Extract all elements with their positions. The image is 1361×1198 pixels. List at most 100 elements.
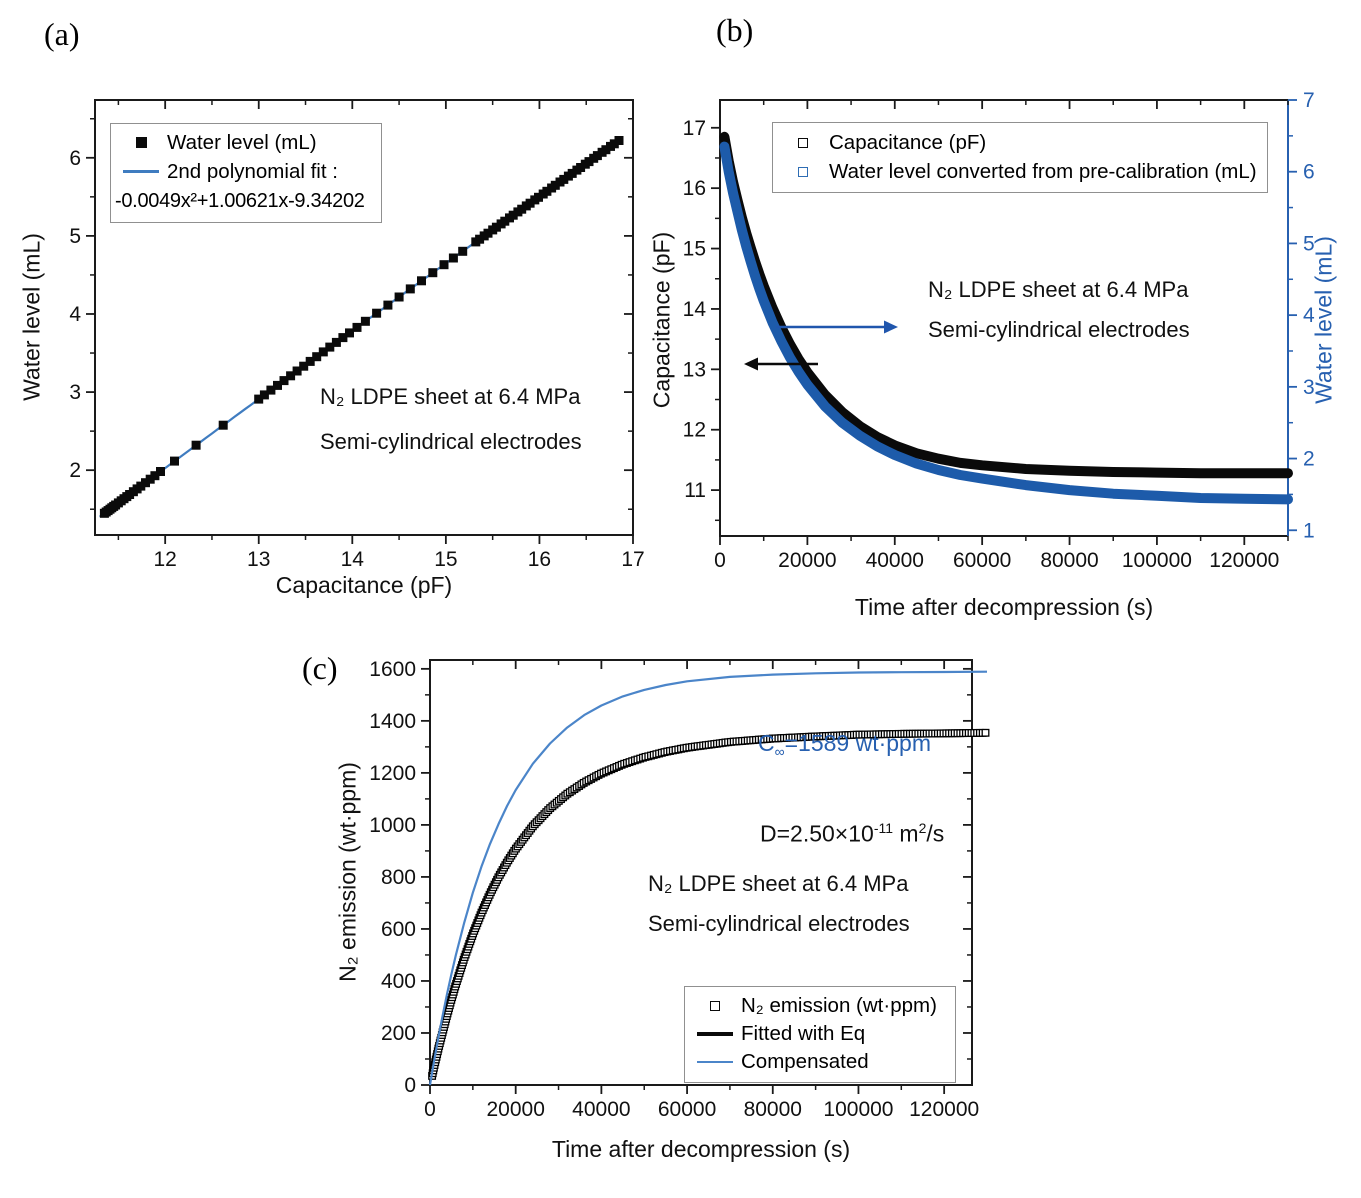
data-square — [218, 420, 228, 430]
legend-label: Water level (mL) — [167, 130, 317, 154]
legend-label: Compensated — [741, 1050, 869, 1073]
data-square — [305, 356, 315, 366]
y-tick-label: 1600 — [369, 658, 416, 681]
data-square — [299, 361, 309, 371]
panel-a-plot: 12 13 14 15 16 17 2 3 4 5 6 — [69, 99, 645, 571]
y-tick-label: 2 — [69, 459, 81, 482]
data-square — [352, 322, 362, 332]
panel-c-label: (c) — [302, 650, 338, 686]
panel-a-legend: Water level (mL) 2nd polynomial fit : -0… — [110, 123, 382, 223]
data-square — [517, 204, 527, 214]
data-square — [318, 347, 328, 357]
x-tick-label: 14 — [341, 548, 365, 571]
data-square — [156, 467, 165, 476]
y-tick-label: 16 — [683, 177, 706, 200]
y-tick-label: 3 — [69, 381, 81, 404]
data-square — [483, 228, 493, 238]
y-tick-label: 5 — [69, 225, 81, 248]
open-square-marker-icon — [798, 166, 808, 177]
y-tick-label: 6 — [69, 147, 81, 170]
data-square — [584, 157, 594, 167]
data-square — [141, 478, 150, 488]
data-square — [592, 151, 602, 161]
panel-b-plot: 0 20000 40000 60000 80000 100000 1200001112131… — [683, 89, 1315, 572]
fitted-line-marker-icon — [697, 1032, 733, 1036]
data-square — [614, 136, 624, 145]
y-tick-label: 14 — [683, 298, 707, 321]
right-y-tick-label: 7 — [1303, 89, 1315, 112]
legend-label: Water level converted from pre-calibrati… — [829, 159, 1257, 183]
data-square — [550, 180, 560, 190]
data-square — [609, 139, 619, 149]
data-square — [345, 328, 354, 338]
legend-row: Compensated — [689, 1048, 951, 1076]
data-square — [525, 198, 535, 208]
data-square — [136, 481, 146, 491]
data-square — [372, 308, 382, 318]
panel-b-conditions-annotation: N₂ LDPE sheet at 6.4 MPa Semi-cylindrica… — [928, 277, 1190, 342]
data-square — [279, 376, 289, 386]
y-tick-label: 600 — [381, 918, 416, 941]
panel-b-left-y-axis-title: Capacitance (pF) — [648, 231, 675, 409]
x-tick-label: 17 — [621, 548, 644, 571]
data-square — [542, 186, 552, 196]
x-tick-label: 13 — [247, 548, 270, 571]
y-tick-label: 1200 — [369, 762, 416, 785]
x-tick-label: 20000 — [486, 1098, 544, 1121]
x-tick-label: 15 — [434, 548, 457, 571]
legend-row: Capacitance (pF) — [777, 128, 1263, 157]
x-tick-label: 20000 — [778, 549, 836, 572]
x-tick-label: 0 — [714, 549, 726, 572]
data-square — [292, 366, 302, 376]
fit-equation: -0.0049x²+1.00621x-9.34202 — [115, 189, 365, 212]
data-square — [567, 168, 577, 178]
panel-b-right-y-axis-title: Water level (mL) — [1310, 236, 1337, 404]
data-square — [150, 471, 160, 481]
data-square — [394, 292, 404, 302]
data-square — [405, 284, 415, 294]
x-tick-label: 80000 — [744, 1098, 802, 1121]
series-band — [719, 141, 1293, 505]
panel-b-legend: Capacitance (pF) Water level converted f… — [772, 122, 1268, 193]
legend-label: Fitted with Eq — [741, 1022, 866, 1045]
data-square — [273, 380, 282, 390]
legend-label: Capacitance (pF) — [829, 130, 987, 154]
plot-frame — [719, 99, 1288, 537]
data-square — [254, 394, 264, 404]
data-square — [601, 145, 611, 155]
data-square — [360, 316, 370, 326]
data-square — [448, 253, 458, 263]
series-line — [428, 670, 988, 1086]
data-square — [508, 210, 518, 220]
left-axis-arrow-icon — [744, 357, 758, 371]
x-tick-label: 120000 — [909, 1098, 979, 1121]
data-square — [500, 216, 510, 226]
right-y-tick-label: 4 — [1303, 304, 1315, 327]
x-tick-label: 60000 — [953, 549, 1011, 572]
y-tick-label: 13 — [683, 358, 706, 381]
y-tick-label: 17 — [683, 117, 706, 140]
data-square — [428, 268, 438, 278]
x-tick-label: 60000 — [658, 1098, 716, 1121]
panel-c-legend: N₂ emission (wt·ppm) Fitted with Eq Comp… — [684, 986, 956, 1083]
legend-row: Water level (mL) — [115, 128, 377, 157]
data-square — [312, 352, 322, 362]
legend-label: N₂ emission (wt·ppm) — [741, 994, 937, 1017]
x-tick-label: 12 — [153, 548, 176, 571]
data-square — [475, 234, 485, 244]
legend-row: 2nd polynomial fit : — [115, 157, 377, 186]
right-y-tick-label: 1 — [1303, 519, 1315, 542]
panel-c-plot: 0 20000 40000 60000 80000 100000 120000 0 200 400… — [369, 658, 990, 1121]
y-tick-label: 200 — [381, 1022, 416, 1045]
data-square — [458, 246, 468, 256]
data-square — [534, 192, 543, 202]
diffusivity-annotation: D=2.50×10-11 m2/s — [760, 820, 945, 847]
x-tick-label: 100000 — [823, 1098, 893, 1121]
right-axis-arrow-icon — [884, 320, 898, 334]
filled-square-marker-icon — [135, 137, 147, 148]
compensated-line-marker-icon — [697, 1060, 733, 1064]
right-y-tick-label: 3 — [1303, 376, 1315, 399]
x-tick-label: 120000 — [1209, 549, 1279, 572]
